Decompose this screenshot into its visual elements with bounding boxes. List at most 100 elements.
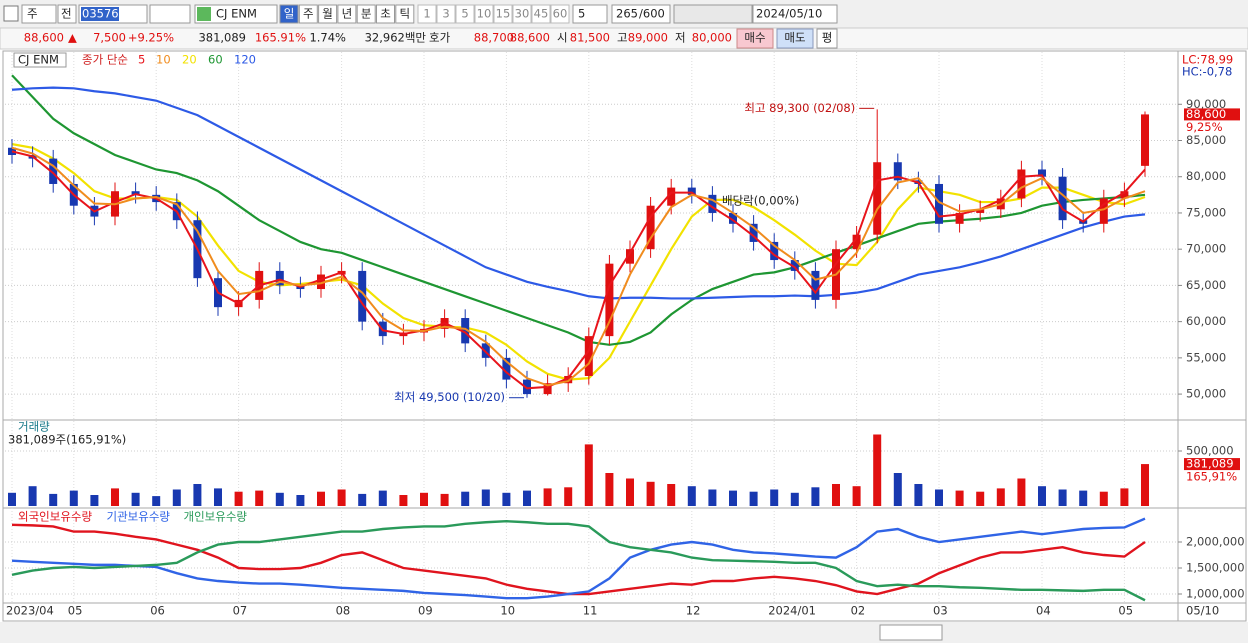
- volume-bar: [914, 483, 923, 506]
- code: 035760: [82, 7, 126, 21]
- volume-bar: [1079, 490, 1088, 506]
- candle-body: [955, 212, 964, 224]
- x-tick-label: 07: [233, 604, 248, 618]
- avg-button[interactable]: [816, 28, 838, 49]
- candle-body: [873, 162, 882, 235]
- candle-body: [626, 249, 634, 264]
- buy-button[interactable]: [736, 28, 774, 49]
- y-tick-label: 65,000: [1186, 278, 1226, 292]
- volume-bar: [69, 490, 78, 506]
- lc-label: LC:78,99: [1182, 53, 1233, 67]
- high-label: 고: [617, 31, 628, 45]
- volume-bar: [1017, 478, 1026, 506]
- candle-body: [564, 375, 573, 384]
- period: 일: [284, 7, 295, 21]
- volume-bar: [646, 481, 655, 506]
- volume-bar: [420, 492, 428, 506]
- tool-icons[interactable]: [673, 4, 753, 24]
- legend-entry: 10: [156, 53, 171, 67]
- legend-entry: 외국인보유수량: [18, 510, 92, 524]
- candle-body: [461, 318, 470, 344]
- line-series: [11, 86, 1146, 300]
- interval-select[interactable]: [572, 4, 608, 24]
- candle-body: [708, 194, 717, 213]
- period-button[interactable]: [337, 4, 357, 24]
- candle-body: [584, 336, 593, 376]
- x-tick-label: 2023/04: [6, 604, 54, 618]
- search-button[interactable]: [149, 4, 191, 24]
- y-tick-label: 75,000: [1186, 205, 1226, 219]
- info-bar: 88,600 ▲ 7,500 +9.25% 381,089 165.91% 1.…: [24, 28, 838, 49]
- market-select[interactable]: [21, 4, 57, 24]
- menu-button[interactable]: [3, 5, 19, 22]
- interval-button[interactable]: [493, 4, 513, 24]
- interval-button[interactable]: [436, 4, 456, 24]
- volume-bar: [626, 478, 634, 506]
- period-button[interactable]: [376, 4, 395, 24]
- count-box[interactable]: [611, 4, 671, 24]
- interval-button[interactable]: [417, 4, 437, 24]
- period: 분: [361, 7, 372, 21]
- legend-name: CJ ENM: [18, 53, 59, 67]
- x-tick-label: 2024/01: [768, 604, 816, 618]
- candle-body: [605, 263, 614, 337]
- volume-bar: [852, 486, 861, 506]
- x-tick-label: 12: [686, 604, 701, 618]
- interval-button[interactable]: [550, 4, 570, 24]
- y-tick-label: 1,000,000: [1186, 587, 1245, 601]
- sell: 매도: [784, 31, 805, 45]
- last-price-box: [1184, 108, 1240, 121]
- legend-entry: 60: [208, 53, 223, 67]
- period: 초: [380, 7, 391, 21]
- interval: 30: [515, 7, 530, 21]
- playback-controls[interactable]: [879, 624, 943, 641]
- interval-button[interactable]: [531, 4, 551, 24]
- open: 81,500: [570, 31, 610, 45]
- legend-prefix: 종가 단순: [82, 53, 128, 67]
- candle-body: [976, 209, 985, 213]
- volume-bar: [28, 486, 37, 506]
- volume-bar: [811, 487, 820, 506]
- line-series: [11, 146, 1146, 387]
- prev-button[interactable]: [57, 4, 77, 24]
- period-button[interactable]: [279, 4, 299, 24]
- interval-button[interactable]: [474, 4, 494, 24]
- date-box[interactable]: [752, 4, 838, 24]
- candle-body: [646, 205, 655, 250]
- sell-button[interactable]: [776, 28, 814, 49]
- y-tick-label: 90,000: [1186, 97, 1226, 111]
- volume-bar: [976, 491, 985, 506]
- panel-subtitle: 381,089주(165,91%): [8, 433, 126, 447]
- candle-body: [49, 158, 58, 184]
- x-tick-label: 04: [1036, 604, 1051, 618]
- legend-box: [13, 52, 67, 68]
- candle-body: [811, 270, 820, 300]
- interval-button[interactable]: [512, 4, 532, 24]
- period-button[interactable]: [298, 4, 318, 24]
- volume-bar: [275, 492, 284, 506]
- candle-body: [1058, 176, 1067, 221]
- volume-bar: [667, 483, 676, 506]
- volume-bar: [8, 492, 16, 506]
- volume-bar: [378, 490, 387, 506]
- volume-bar: [152, 496, 161, 506]
- volume-bar: [111, 488, 119, 506]
- period-button[interactable]: [356, 4, 376, 24]
- period-button[interactable]: [395, 4, 415, 24]
- candle-body: [358, 270, 367, 322]
- y-tick-label: 500,000: [1186, 443, 1234, 457]
- interval-button[interactable]: [455, 4, 475, 24]
- buy: 매수: [744, 31, 765, 45]
- x-tick-label: 11: [583, 604, 598, 618]
- candle-body: [1017, 169, 1026, 199]
- high-annotation: 최고 89,300 (02/08): [744, 101, 855, 115]
- last-pct: 9,25%: [1186, 120, 1223, 134]
- prev: 전: [61, 7, 72, 21]
- dividend-annotation: 배당락(0,00%): [722, 194, 799, 208]
- period-button[interactable]: [318, 4, 338, 24]
- volume-bar: [131, 492, 140, 506]
- y-tick-label: 50,000: [1186, 387, 1226, 401]
- zoom-controls[interactable]: [950, 625, 1240, 640]
- candle-body: [523, 379, 531, 395]
